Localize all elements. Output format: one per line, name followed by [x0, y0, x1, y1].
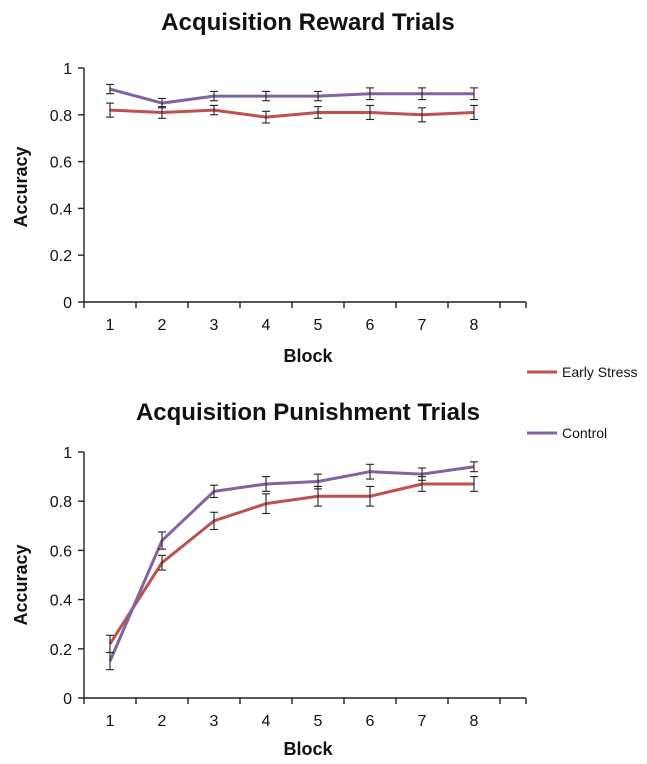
legend-label-early-stress: Early Stress — [562, 364, 637, 380]
reward-y-tick-label: 0.4 — [50, 201, 72, 218]
reward-y-tick-label: 1 — [63, 61, 72, 78]
reward-x-tick-label: 8 — [470, 317, 479, 334]
reward-y-tick-label: 0.6 — [50, 155, 72, 172]
legend-label-control: Control — [562, 425, 607, 441]
punishment-x-tick-label: 6 — [366, 713, 375, 730]
reward-x-tick-label: 2 — [158, 317, 167, 334]
reward-error-bar-early-stress — [366, 104, 374, 121]
reward-y-tick-label: 0.2 — [50, 248, 72, 265]
punishment-y-tick-label: 0.4 — [50, 593, 72, 610]
punishment-y-axis-label: Accuracy — [11, 544, 31, 625]
punishment-x-tick-label: 4 — [262, 713, 271, 730]
punishment-error-bar-control — [262, 476, 270, 492]
reward-x-tick-label: 1 — [106, 317, 115, 334]
reward-x-tick-label: 7 — [418, 317, 427, 334]
reward-x-tick-label: 6 — [366, 317, 375, 334]
reward-error-bar-control — [470, 87, 478, 101]
reward-x-tick-label: 5 — [314, 317, 323, 334]
reward-error-bar-control — [262, 90, 270, 102]
punishment-series-line-early-stress — [108, 482, 474, 645]
reward-error-bar-control — [210, 90, 218, 102]
punishment-error-bar-control — [210, 484, 218, 499]
reward-error-bar-early-stress — [314, 106, 322, 119]
punishment-x-tick-label: 1 — [106, 713, 115, 730]
punishment-error-bar-control — [158, 531, 166, 550]
punishment-x-tick-label: 2 — [158, 713, 167, 730]
reward-error-bar-control — [158, 97, 166, 109]
punishment-error-bar-control — [106, 651, 114, 671]
reward-error-bar-early-stress — [418, 107, 426, 123]
punishment-x-tick-label: 5 — [314, 713, 323, 730]
punishment-error-bar-control — [366, 463, 374, 480]
punishment-error-bar-early-stress — [470, 476, 478, 492]
reward-error-bar-early-stress — [262, 110, 270, 124]
punishment-x-tick-label: 3 — [210, 713, 219, 730]
punishment-x-axis-label: Block — [283, 739, 333, 759]
reward-x-axis-label: Block — [283, 346, 333, 366]
punishment-series-line-control — [108, 465, 475, 662]
reward-error-bar-control — [106, 83, 114, 95]
punishment-error-bar-control — [418, 467, 426, 481]
reward-chart: Acquisition Reward Trials Accuracy Block… — [11, 9, 527, 366]
punishment-chart-title: Acquisition Punishment Trials — [136, 399, 480, 426]
punishment-error-bar-early-stress — [210, 511, 218, 531]
reward-x-tick-label: 4 — [262, 317, 271, 334]
punishment-y-tick-label: 0.2 — [50, 642, 72, 659]
legend: Early Stress Control — [527, 364, 637, 441]
reward-y-tick-label: 0.8 — [50, 108, 72, 125]
punishment-error-bar-early-stress — [366, 485, 374, 507]
reward-series-line-early-stress — [109, 108, 475, 119]
punishment-error-bar-early-stress — [262, 493, 270, 515]
reward-error-bar-early-stress — [210, 104, 218, 116]
reward-chart-title: Acquisition Reward Trials — [161, 9, 454, 36]
punishment-error-bar-control — [470, 461, 478, 473]
reward-series-line-control — [109, 87, 474, 105]
punishment-error-bar-early-stress — [158, 554, 166, 571]
punishment-x-tick-label: 8 — [470, 713, 479, 730]
punishment-error-bar-control — [314, 473, 322, 490]
punishment-y-tick-label: 0.8 — [50, 494, 72, 511]
reward-x-tick-label: 3 — [210, 317, 219, 334]
reward-error-bar-early-stress — [470, 104, 478, 121]
punishment-chart: Acquisition Punishment Trials Accuracy B… — [11, 399, 527, 759]
reward-error-bar-control — [418, 87, 426, 101]
reward-y-tick-label: 0 — [63, 295, 72, 312]
punishment-y-tick-label: 0 — [63, 691, 72, 708]
reward-y-axis-label: Accuracy — [11, 146, 31, 227]
punishment-y-tick-label: 0.6 — [50, 543, 72, 560]
punishment-y-tick-label: 1 — [63, 445, 72, 462]
reward-error-bar-control — [314, 90, 322, 102]
reward-error-bar-control — [366, 87, 374, 101]
reward-error-bar-early-stress — [106, 102, 114, 118]
punishment-x-tick-label: 7 — [418, 713, 427, 730]
